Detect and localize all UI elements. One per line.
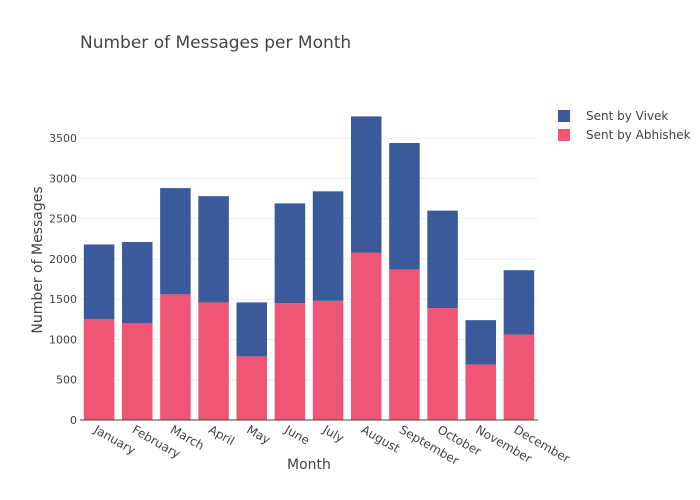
x-axis-title: Month — [287, 457, 331, 473]
y-tick-label: 500 — [56, 374, 77, 387]
bar-vivek-april[interactable] — [198, 196, 229, 303]
bar-abhishek-june[interactable] — [274, 303, 306, 420]
x-tick-label: June — [282, 422, 313, 448]
x-tick-label: July — [320, 422, 347, 445]
bar-vivek-june[interactable] — [274, 203, 306, 304]
bar-vivek-november[interactable] — [465, 320, 497, 365]
bar-vivek-may[interactable] — [236, 302, 268, 357]
y-tick-label: 3500 — [49, 132, 77, 145]
bar-abhishek-february[interactable] — [121, 323, 153, 420]
bar-vivek-august[interactable] — [350, 116, 382, 253]
y-tick-label: 3000 — [49, 172, 77, 185]
bar-abhishek-august[interactable] — [350, 252, 382, 420]
bar-vivek-february[interactable] — [121, 242, 153, 324]
legend-item-vivek[interactable]: Sent by Vivek — [558, 106, 691, 125]
y-tick-label: 1000 — [49, 333, 77, 346]
bar-vivek-september[interactable] — [389, 142, 420, 270]
bar-vivek-october[interactable] — [427, 210, 458, 309]
legend-label-abhishek: Sent by Abhishek — [586, 127, 691, 142]
bar-vivek-december[interactable] — [503, 270, 535, 335]
bar-abhishek-october[interactable] — [427, 308, 458, 420]
legend-swatch-vivek — [558, 109, 570, 122]
x-tick-label: January — [91, 422, 138, 457]
y-tick-label: 1500 — [49, 293, 77, 306]
legend: Sent by Vivek Sent by Abhishek — [558, 106, 691, 144]
y-tick-label: 2500 — [49, 213, 77, 226]
x-tick-label: April — [206, 422, 237, 448]
bar-vivek-july[interactable] — [312, 191, 344, 301]
bar-abhishek-september[interactable] — [389, 269, 420, 420]
y-tick-label: 2000 — [49, 253, 77, 266]
x-tick-label: August — [359, 422, 403, 455]
y-tick-label: 0 — [70, 414, 77, 427]
bar-abhishek-december[interactable] — [503, 334, 535, 420]
bar-abhishek-november[interactable] — [465, 364, 497, 420]
y-axis-title: Number of Messages — [30, 186, 46, 334]
bar-abhishek-january[interactable] — [83, 319, 115, 420]
bar-abhishek-july[interactable] — [312, 300, 344, 420]
bar-abhishek-april[interactable] — [198, 302, 229, 420]
chart-title: Number of Messages per Month — [80, 33, 352, 53]
x-tick-label: May — [244, 422, 272, 447]
legend-label-vivek: Sent by Vivek — [586, 108, 669, 123]
bar-abhishek-may[interactable] — [236, 356, 268, 420]
legend-item-abhishek[interactable]: Sent by Abhishek — [558, 125, 691, 144]
bar-vivek-january[interactable] — [83, 244, 115, 320]
bar-abhishek-march[interactable] — [160, 294, 191, 420]
bar-vivek-march[interactable] — [160, 188, 191, 295]
legend-swatch-abhishek — [558, 128, 570, 141]
